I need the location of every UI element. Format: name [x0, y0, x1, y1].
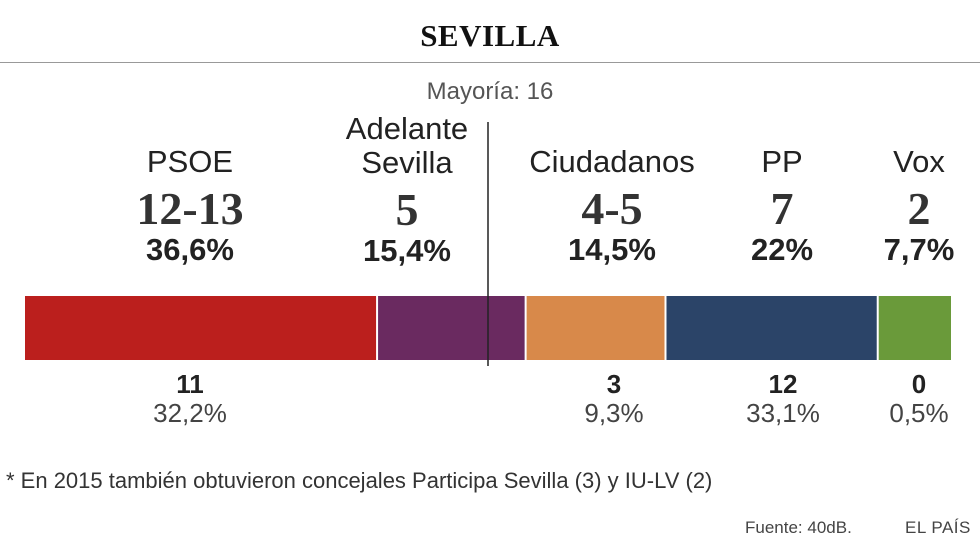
previous-result: 11 32,2%	[120, 370, 260, 428]
party-name: PSOE	[146, 144, 234, 179]
party-name: PP	[761, 144, 803, 179]
previous-percent: 32,2%	[153, 398, 227, 428]
brand-label: EL PAÍS	[905, 518, 971, 537]
party-name: Sevilla	[361, 145, 453, 180]
bar-segment-psoe	[25, 296, 377, 360]
projected-seats: 7	[770, 183, 794, 234]
previous-percent: 33,1%	[746, 398, 820, 428]
projected-percent: 7,7%	[883, 232, 955, 267]
title-rule	[0, 62, 980, 63]
chart-title: SEVILLA	[420, 18, 560, 53]
party-label: Vox 2 7,7%	[809, 145, 980, 267]
projected-seats: 5	[395, 184, 419, 235]
projected-seats: 4-5	[581, 183, 643, 234]
projected-seats: 12-13	[136, 183, 244, 234]
projected-percent: 36,6%	[146, 232, 234, 267]
party-label: Ciudadanos 4-5 14,5%	[502, 145, 722, 267]
majority-label: Mayoría: 16	[426, 78, 554, 105]
previous-seats: 3	[606, 369, 622, 399]
source-label: Fuente: 40dB.	[745, 518, 852, 537]
bar-segment-vox	[878, 296, 951, 360]
projected-seats: 2	[907, 183, 931, 234]
party-name-line1: Adelante	[345, 111, 469, 146]
projected-percent: 22%	[750, 232, 814, 267]
bar-segment-pp	[666, 296, 877, 360]
previous-result: 12 33,1%	[713, 370, 853, 428]
previous-percent: 9,3%	[584, 398, 644, 428]
party-label: Adelante Sevilla 5 15,4%	[297, 112, 517, 268]
previous-seats: 11	[176, 369, 204, 399]
previous-seats: 0	[911, 369, 927, 399]
party-name: Ciudadanos	[529, 144, 695, 179]
projected-percent: 15,4%	[363, 233, 451, 268]
previous-percent: 0,5%	[889, 398, 949, 428]
bar-segment-ciudadanos	[526, 296, 665, 360]
previous-seats: 12	[768, 369, 798, 399]
previous-result: 3 9,3%	[544, 370, 684, 428]
party-label: PP 7 22%	[672, 145, 892, 267]
projected-percent: 14,5%	[568, 232, 656, 267]
party-label: PSOE 12-13 36,6%	[80, 145, 300, 267]
footnote: * En 2015 también obtuvieron concejales …	[6, 468, 713, 493]
bar-segment-adelante-sevilla	[378, 296, 525, 360]
previous-result: 0 0,5%	[849, 370, 980, 428]
party-name: Vox	[893, 144, 945, 179]
